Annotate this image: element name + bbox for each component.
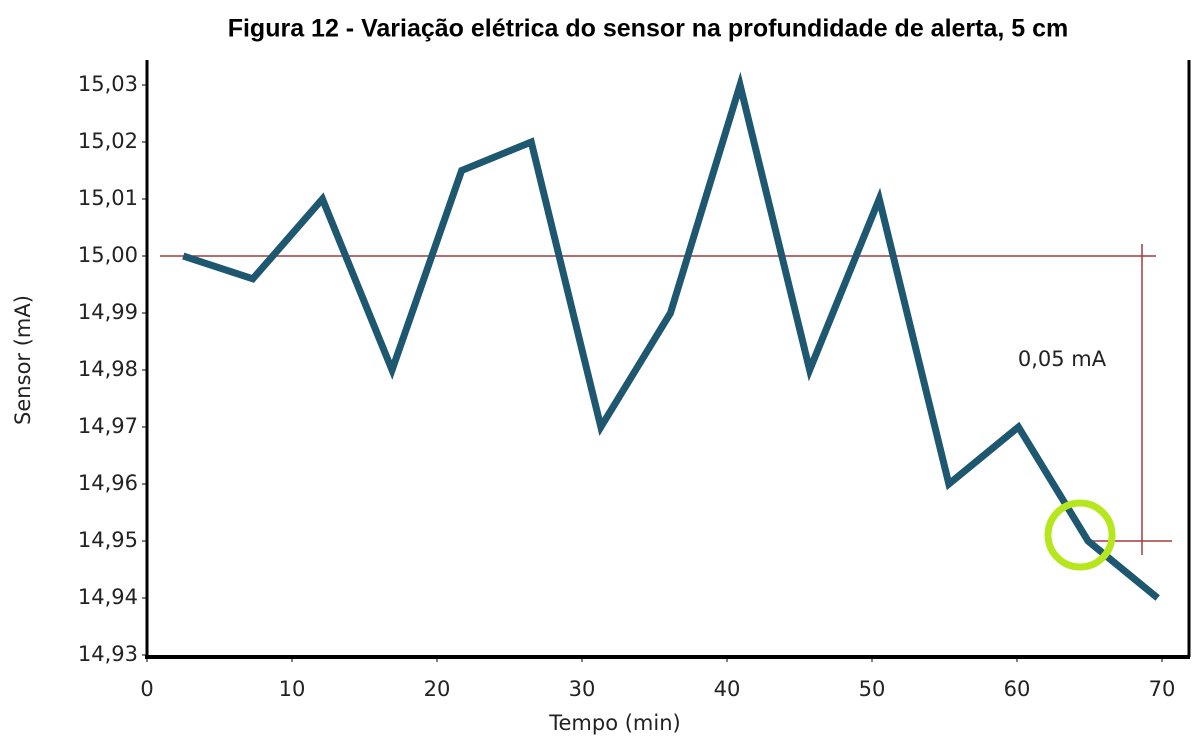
data-line bbox=[182, 71, 1160, 601]
x-tick-label: 0 bbox=[140, 677, 153, 701]
y-tick-label: 14,95 bbox=[78, 528, 138, 552]
x-tick-label: 40 bbox=[714, 677, 741, 701]
y-tick-label: 14,96 bbox=[78, 471, 138, 495]
x-tick-label: 60 bbox=[1004, 677, 1031, 701]
y-tick-label: 14,97 bbox=[78, 414, 138, 438]
x-tick-label: 30 bbox=[569, 677, 596, 701]
y-tick-label: 14,93 bbox=[78, 642, 138, 666]
y-tick-label: 15,01 bbox=[78, 186, 138, 210]
chart-title: Figura 12 - Variação elétrica do sensor … bbox=[228, 15, 1069, 43]
y-tick-label: 15,02 bbox=[78, 129, 138, 153]
y-tick-label: 15,00 bbox=[78, 243, 138, 267]
x-tick-label: 10 bbox=[279, 677, 306, 701]
y-tick-label: 14,98 bbox=[78, 357, 138, 381]
y-tick-label: 15,03 bbox=[78, 72, 138, 96]
highlight-circle bbox=[1044, 499, 1116, 571]
x-axis-label: Tempo (min) bbox=[548, 711, 680, 735]
annotation: 0,05 mA bbox=[1018, 347, 1107, 371]
y-axis-label: Sensor (mA) bbox=[11, 295, 35, 425]
y-tick-label: 14,99 bbox=[78, 300, 138, 324]
x-tick-label: 20 bbox=[424, 677, 451, 701]
x-tick-label: 50 bbox=[859, 677, 886, 701]
y-tick-label: 14,94 bbox=[78, 585, 138, 609]
x-tick-label: 70 bbox=[1149, 677, 1176, 701]
